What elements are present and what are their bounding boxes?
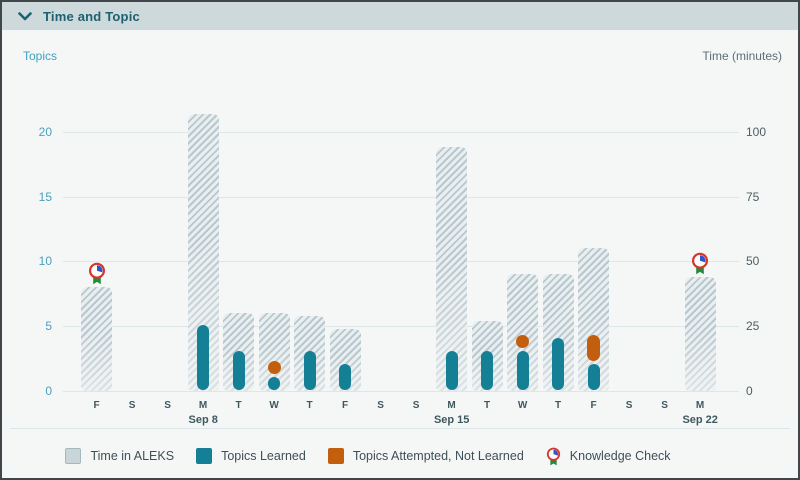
time-in-aleks-bar[interactable] <box>684 276 716 392</box>
topics-attempted-bar[interactable] <box>267 361 281 375</box>
time-in-aleks-bar[interactable] <box>187 113 219 392</box>
topics-learned-bar[interactable] <box>339 364 352 390</box>
x-axis-day-label: T <box>554 400 562 411</box>
gridline <box>63 391 739 392</box>
right-axis-tick: 25 <box>746 319 760 334</box>
x-axis-day-label: T <box>235 400 242 411</box>
topics-learned-bar[interactable] <box>303 351 316 390</box>
legend-label-topics-learned: Topics Learned <box>221 449 306 463</box>
x-axis-day-label: S <box>377 400 385 411</box>
x-axis-day-label: S <box>625 400 633 411</box>
right-axis-tick: 0 <box>746 384 753 398</box>
topics-learned-bar[interactable] <box>587 364 600 390</box>
x-axis-day-label: T <box>306 400 313 411</box>
knowledge-check-icon <box>546 447 561 466</box>
x-axis-day-label: F <box>590 400 597 411</box>
x-axis-day-label: S <box>164 400 172 411</box>
topics-learned-bar[interactable] <box>481 351 494 390</box>
legend-label-knowledge-check: Knowledge Check <box>569 449 671 463</box>
time-in-aleks-bar[interactable] <box>471 321 503 391</box>
topics-learned-bar[interactable] <box>268 377 281 390</box>
topics-learned-bar[interactable] <box>445 351 458 390</box>
legend: Time in ALEKS Topics Learned Topics Atte… <box>2 442 798 470</box>
time-in-aleks-swatch <box>65 448 82 464</box>
left-axis-title: Topics <box>23 49 58 63</box>
x-axis-day-label: F <box>93 400 100 411</box>
x-axis-date-label: Sep 22 <box>682 414 718 426</box>
gridline <box>63 261 739 263</box>
left-axis-tick: 5 <box>45 319 52 334</box>
right-axis-title: Time (minutes) <box>702 49 782 63</box>
legend-item-topics-learned: Topics Learned <box>196 448 306 464</box>
x-axis-day-label: F <box>341 400 349 411</box>
right-axis-tick: 100 <box>746 124 767 139</box>
legend-divider <box>10 428 790 429</box>
right-axis-tick: 75 <box>746 189 760 204</box>
x-axis-day-label: W <box>269 400 280 411</box>
left-axis-tick: 10 <box>38 254 52 269</box>
x-axis-date-label: Sep 15 <box>433 414 470 426</box>
topics-learned-bar[interactable] <box>232 351 245 390</box>
x-axis-day-label: S <box>128 400 136 411</box>
knowledge-check-icon[interactable] <box>88 262 106 285</box>
topics-learned-swatch <box>196 448 213 464</box>
legend-label-time-in-aleks: Time in ALEKS <box>90 449 175 463</box>
left-axis-tick: 15 <box>38 189 52 204</box>
right-axis-tick: 50 <box>746 254 760 269</box>
x-axis-date-label: Sep 8 <box>188 414 218 426</box>
legend-item-knowledge-check: Knowledge Check <box>546 447 671 466</box>
topics-learned-bar[interactable] <box>552 338 565 390</box>
x-axis-day-label: M <box>198 400 208 411</box>
topics-attempted-bar[interactable] <box>516 335 530 349</box>
time-in-aleks-bar[interactable] <box>81 287 113 391</box>
x-axis-day-label: W <box>517 400 528 411</box>
x-axis-day-label: M <box>695 400 705 411</box>
time-in-aleks-bar[interactable] <box>436 147 468 391</box>
chevron-down-icon[interactable] <box>18 11 32 21</box>
left-axis-tick: 20 <box>38 124 52 139</box>
topics-attempted-swatch <box>327 448 344 464</box>
legend-label-topics-attempted: Topics Attempted, Not Learned <box>352 449 524 463</box>
gridline <box>63 196 739 198</box>
gridline <box>63 326 739 328</box>
topics-learned-bar[interactable] <box>197 325 210 390</box>
x-axis-day-label: S <box>412 400 420 411</box>
x-axis-day-label: M <box>447 400 456 411</box>
x-axis-day-label: T <box>483 400 491 411</box>
left-axis-tick: 0 <box>45 384 52 398</box>
gridline <box>63 131 739 133</box>
knowledge-check-icon[interactable] <box>691 252 709 275</box>
panel-header[interactable]: Time and Topic <box>2 2 798 32</box>
x-axis-day-label: S <box>661 400 669 411</box>
legend-item-time-in-aleks: Time in ALEKS <box>65 448 174 464</box>
time-in-aleks-bar[interactable] <box>578 248 610 391</box>
panel-title: Time and Topic <box>43 8 140 24</box>
topics-learned-bar[interactable] <box>516 351 529 390</box>
legend-item-topics-attempted: Topics Attempted, Not Learned <box>327 448 524 464</box>
topics-attempted-bar[interactable] <box>587 335 601 362</box>
